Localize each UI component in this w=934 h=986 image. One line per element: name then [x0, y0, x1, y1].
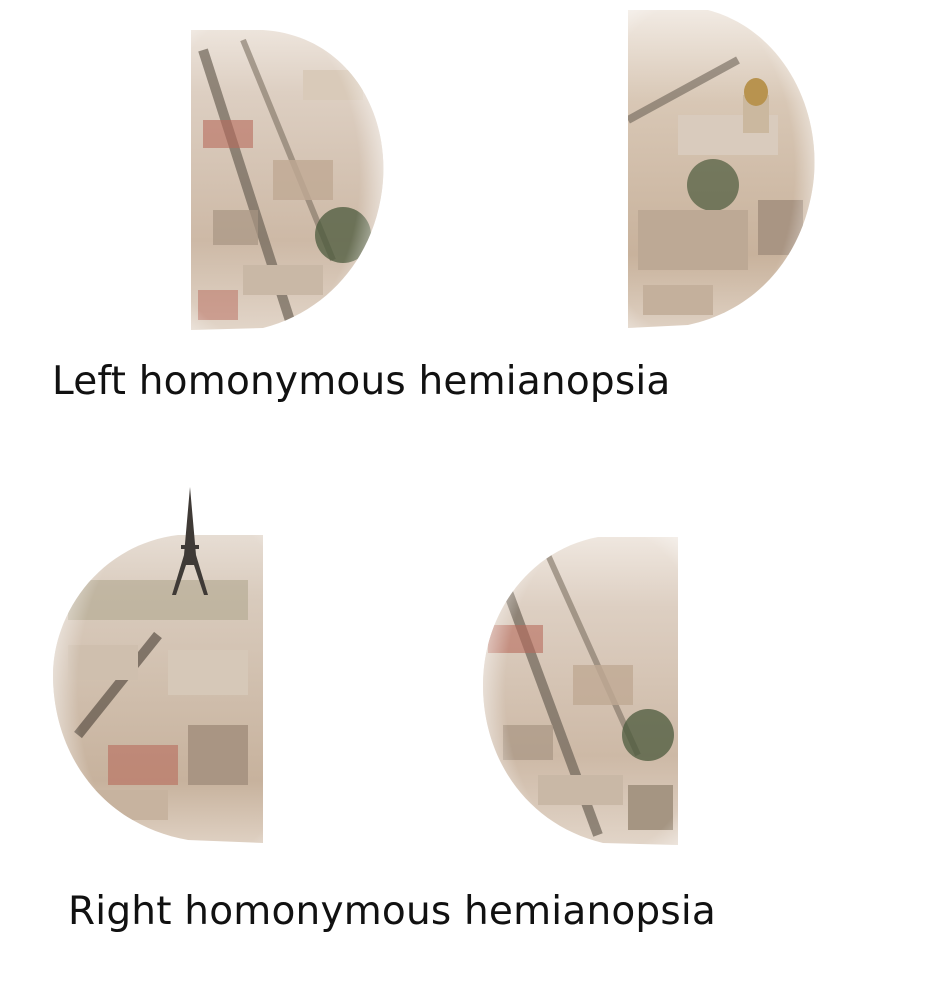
city-aerial-image-with-dome — [628, 10, 815, 328]
visual-field-bottom-left — [53, 487, 263, 843]
caption-right-homonymous-hemianopsia: Right homonymous hemianopsia — [68, 889, 717, 934]
caption-left-homonymous-hemianopsia: Left homonymous hemianopsia — [52, 359, 671, 404]
eiffel-tower-icon — [172, 487, 208, 595]
visual-field-bottom-right — [483, 537, 678, 845]
city-aerial-image — [483, 537, 678, 845]
visual-field-top-left — [191, 30, 384, 330]
city-aerial-image-with-eiffel-tower — [53, 535, 263, 843]
city-aerial-image — [191, 30, 384, 330]
visual-field-top-right — [628, 10, 815, 328]
